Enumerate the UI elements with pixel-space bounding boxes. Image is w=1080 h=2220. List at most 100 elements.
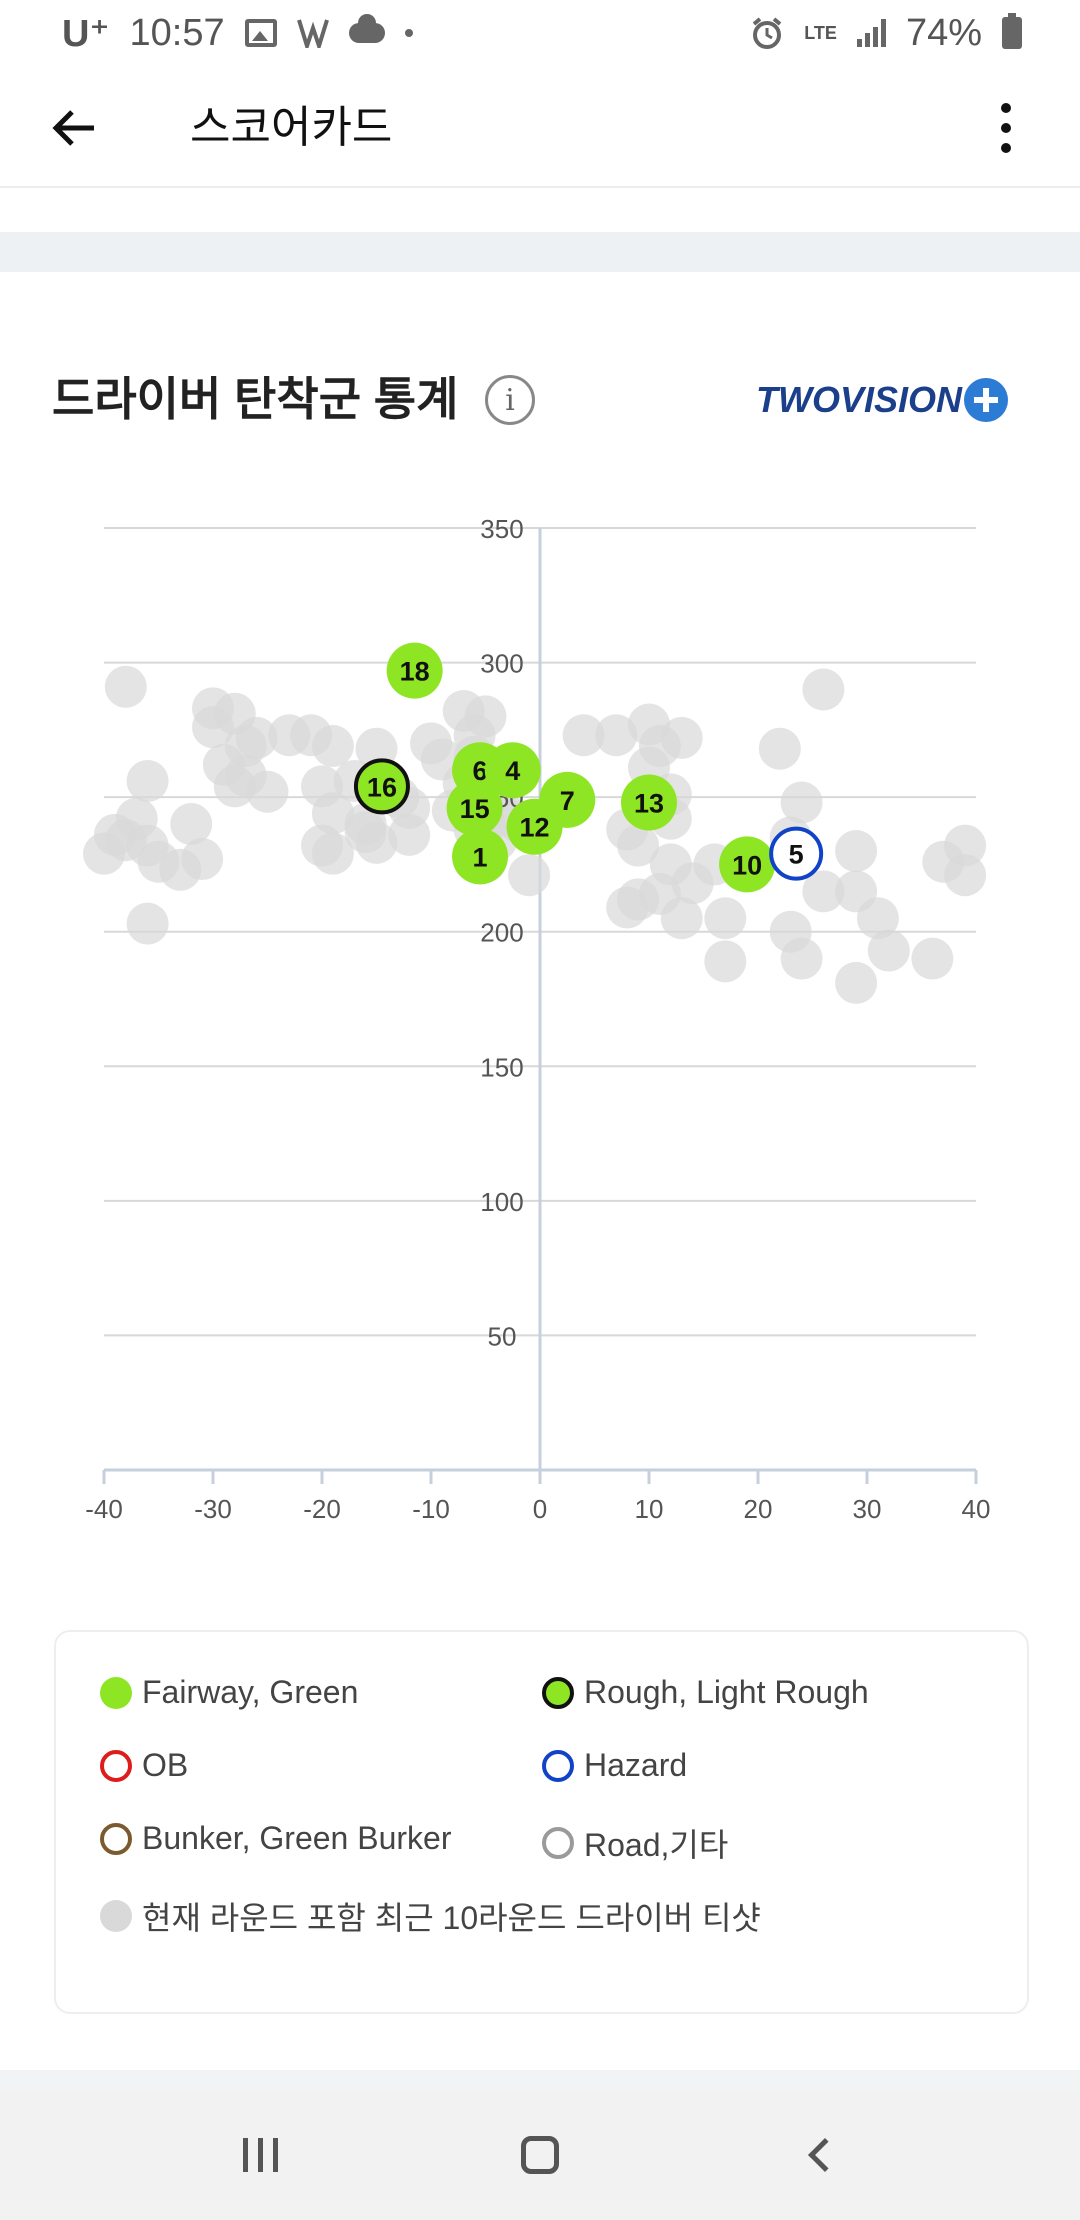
- section-divider: [0, 232, 1080, 272]
- recent-shot-point: [944, 854, 987, 897]
- legend-label: Bunker, Green Burker: [142, 1820, 452, 1856]
- more-vertical-icon: [1001, 103, 1011, 113]
- clock: 10:57: [129, 11, 225, 54]
- recent-shot-point: [311, 792, 354, 835]
- shot-point-hazard: [769, 826, 824, 881]
- legend-label: 현재 라운드 포함 최근 10라운드 드라이버 티샷: [142, 1900, 761, 1936]
- recent-shot-point: [311, 832, 354, 875]
- shot-point-fairway: [446, 779, 503, 836]
- signal-icon: [856, 19, 886, 47]
- x-tick-label: 0: [533, 1494, 547, 1524]
- status-left: U⁺ 10:57: [62, 11, 413, 56]
- recent-shot-point: [780, 937, 823, 980]
- brand-logo: TWOVISION: [756, 372, 1008, 428]
- legend-item-road: Road,기타: [542, 1820, 728, 1866]
- recent-shot-point: [235, 716, 278, 759]
- shot-point-fairway: [386, 642, 443, 699]
- photo-icon: [244, 19, 277, 47]
- activity-icon: [296, 19, 329, 48]
- shot-point-fairway: [621, 774, 677, 831]
- recent-shot-point: [617, 824, 660, 867]
- recent-shot-point: [93, 813, 136, 856]
- recent-shot-point: [562, 714, 605, 757]
- shot-hole-label: 12: [520, 813, 550, 843]
- y-tick-label: 50: [488, 1321, 517, 1351]
- recent-shot-point: [170, 803, 213, 846]
- section-title: 드라이버 탄착군 통계: [52, 373, 459, 425]
- recent-shot-point: [464, 695, 507, 738]
- recent-shot-point: [606, 886, 649, 929]
- legend-label: Fairway, Green: [142, 1674, 359, 1710]
- recent-marker: [100, 1900, 132, 1932]
- more-options-button[interactable]: [972, 94, 1040, 162]
- carrier-label: U⁺: [62, 12, 110, 55]
- y-tick-label: 100: [480, 1187, 523, 1217]
- recent-shot-point: [835, 961, 878, 1004]
- legend-item-hazard: Hazard: [542, 1747, 687, 1784]
- y-tick-label: 300: [480, 649, 523, 679]
- recent-shot-point: [246, 770, 289, 813]
- shot-point-rough: [353, 758, 410, 815]
- back-button[interactable]: [40, 94, 108, 162]
- recent-shot-point: [867, 929, 910, 972]
- x-tick-label: 30: [853, 1494, 882, 1524]
- info-icon[interactable]: i: [485, 375, 535, 425]
- recent-shot-point: [388, 813, 431, 856]
- status-bar: U⁺ 10:57 LTE 74%: [0, 0, 1080, 66]
- legend-item-recent: 현재 라운드 포함 최근 10라운드 드라이버 티샷: [100, 1893, 761, 1939]
- recent-shot-point: [758, 727, 801, 770]
- recent-shot-point: [660, 897, 703, 940]
- recent-shot-point: [311, 725, 354, 768]
- battery-percent: 74%: [905, 11, 982, 54]
- shot-hole-label: 15: [460, 794, 490, 824]
- legend-label: OB: [142, 1747, 189, 1783]
- system-back-button[interactable]: [770, 2105, 870, 2205]
- app-bar: 스코어카드: [0, 66, 1080, 188]
- brand-name: TWOVISION: [756, 379, 962, 420]
- shot-hole-label: 6: [473, 756, 488, 786]
- shot-point-fairway: [719, 836, 776, 893]
- legend-item-fairway: Fairway, Green: [100, 1674, 358, 1711]
- recent-shot-point: [508, 854, 551, 897]
- recent-shot-point: [944, 824, 987, 867]
- scatter-plot: -40 -30 -20 -10 0 10 20 30 405010015020025030035…: [83, 514, 991, 1524]
- arrow-left-icon: [52, 110, 94, 146]
- recent-shot-point: [802, 668, 845, 711]
- shot-hole-label: 18: [400, 657, 430, 687]
- recent-apps-button[interactable]: [210, 2105, 310, 2205]
- recent-shot-point: [126, 902, 169, 945]
- recent-shot-point: [595, 714, 638, 757]
- legend-label: Road,기타: [584, 1827, 729, 1863]
- ob-marker: [100, 1749, 132, 1782]
- recent-shot-point: [104, 665, 147, 708]
- recent-shot-point: [911, 937, 954, 980]
- shot-point-fairway: [452, 828, 509, 885]
- x-tick-label: 10: [635, 1494, 664, 1524]
- battery-icon: [1002, 13, 1022, 49]
- recent-shot-point: [704, 897, 747, 940]
- x-tick-label: -30: [194, 1494, 232, 1524]
- home-button[interactable]: [490, 2105, 590, 2205]
- shot-hole-label: 7: [560, 786, 575, 816]
- page-title: 스코어카드: [190, 103, 393, 152]
- plus-icon: [964, 378, 1008, 422]
- recent-shot-point: [213, 765, 256, 808]
- legend-item-ob: OB: [100, 1747, 188, 1784]
- shot-hole-label: 5: [789, 840, 804, 870]
- recent-apps-icon: [242, 2138, 278, 2172]
- legend-item-bunker: Bunker, Green Burker: [100, 1820, 451, 1857]
- fairway-marker: [100, 1676, 132, 1709]
- x-tick-label: 40: [962, 1494, 991, 1524]
- legend-label: Hazard: [584, 1747, 688, 1783]
- y-tick-label: 150: [480, 1052, 523, 1082]
- x-tick-label: -40: [85, 1494, 123, 1524]
- y-tick-label: 350: [480, 514, 523, 544]
- recent-shot-point: [660, 716, 703, 759]
- recent-shot-point: [835, 829, 878, 872]
- bottom-divider: [0, 2070, 1080, 2090]
- bunker-marker: [100, 1822, 132, 1855]
- recent-shot-point: [856, 897, 899, 940]
- y-tick-label: 200: [480, 918, 523, 948]
- legend: Fairway, Green Rough, Light Rough OB Haz…: [54, 1630, 1029, 2014]
- road-marker: [542, 1827, 574, 1859]
